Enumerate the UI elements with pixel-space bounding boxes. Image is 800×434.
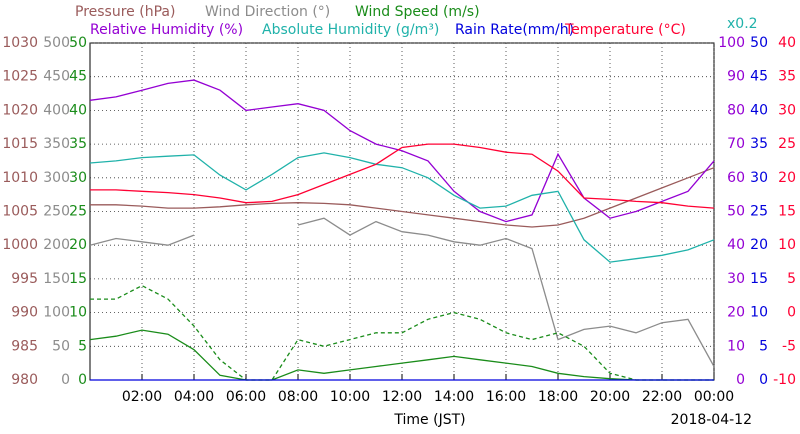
y-tick-label: 1010 <box>2 170 38 186</box>
y-tick-label: 450 <box>43 69 70 85</box>
legend-label: Temperature (°C) <box>564 22 686 38</box>
x-tick-label: 00:00 <box>694 389 734 405</box>
series-line <box>90 143 715 209</box>
date-label: 2018-04-12 <box>671 412 752 428</box>
y-tick-label: 150 <box>43 271 70 287</box>
y-tick-label: 20 <box>778 170 796 186</box>
y-tick-label: 1015 <box>2 136 38 152</box>
y-tick-label: 60 <box>727 170 745 186</box>
y-tick-label: 30 <box>778 102 796 118</box>
y-tick-label: 40 <box>727 237 745 253</box>
y-tick-label: 1000 <box>2 237 38 253</box>
x-tick-label: 06:00 <box>226 389 266 405</box>
series-line <box>89 79 715 223</box>
y-tick-label: 5 <box>78 338 87 354</box>
y-tick-label: 10 <box>727 338 745 354</box>
legend-label: Wind Direction (°) <box>205 4 330 20</box>
y-tick-label: 250 <box>43 204 70 220</box>
y-tick-label: 0 <box>736 372 745 388</box>
x-tick-label: 02:00 <box>122 389 162 405</box>
y-tick-label: 1030 <box>2 35 38 51</box>
y-tick-label: 15 <box>69 271 87 287</box>
y-tick-label: 20 <box>727 305 745 321</box>
y-tick-label: 1005 <box>2 204 38 220</box>
y-tick-label: 35 <box>778 69 796 85</box>
legend-label: Relative Humidity (%) <box>90 22 243 38</box>
x-axis-label: Time (JST) <box>393 412 465 428</box>
y-tick-label: 45 <box>750 69 768 85</box>
y-tick-label: 10 <box>750 305 768 321</box>
x-tick-label: 10:00 <box>330 389 370 405</box>
y-tick-label: 0 <box>78 372 87 388</box>
y-tick-label: 20 <box>750 237 768 253</box>
y-tick-label: 50 <box>69 35 87 51</box>
y-tick-label: 0 <box>787 305 796 321</box>
y-tick-label: 40 <box>750 102 768 118</box>
y-tick-label: 40 <box>778 35 796 51</box>
y-tick-label: 0 <box>61 372 70 388</box>
series-line <box>89 217 715 367</box>
y-tick-label: 980 <box>11 372 38 388</box>
x-tick-label: 14:00 <box>434 389 474 405</box>
y-tick-label: 35 <box>750 136 768 152</box>
y-tick-label: 25 <box>69 204 87 220</box>
legend-label: Rain Rate(mm/h) <box>455 22 574 38</box>
y-tick-label: 40 <box>69 102 87 118</box>
series-line <box>89 152 715 263</box>
x-tick-label: 16:00 <box>486 389 526 405</box>
y-tick-label: 20 <box>69 237 87 253</box>
legend-label: Pressure (hPa) <box>75 4 175 20</box>
y-tick-label: 90 <box>727 69 745 85</box>
y-tick-label: 10 <box>778 237 796 253</box>
scale-label: x0.2 <box>727 16 758 32</box>
y-tick-label: 70 <box>727 136 745 152</box>
y-tick-label: 5 <box>759 338 768 354</box>
x-tick-label: 18:00 <box>538 389 578 405</box>
y-tick-label: 50 <box>727 204 745 220</box>
y-tick-label: 15 <box>778 204 796 220</box>
y-tick-label: 985 <box>11 338 38 354</box>
y-tick-label: 995 <box>11 271 38 287</box>
y-tick-label: 100 <box>718 35 745 51</box>
y-tick-label: 1020 <box>2 102 38 118</box>
y-tick-label: 200 <box>43 237 70 253</box>
y-tick-label: 30 <box>69 170 87 186</box>
y-tick-label: 35 <box>69 136 87 152</box>
y-tick-label: 990 <box>11 305 38 321</box>
series-line <box>90 284 714 381</box>
y-tick-label: 10 <box>69 305 87 321</box>
y-tick-label: -10 <box>773 372 796 388</box>
x-tick-label: 20:00 <box>590 389 630 405</box>
x-tick-label: 12:00 <box>382 389 422 405</box>
y-tick-label: 25 <box>778 136 796 152</box>
y-tick-label: 500 <box>43 35 70 51</box>
y-tick-label: 400 <box>43 102 70 118</box>
y-tick-label: 0 <box>759 372 768 388</box>
series-line <box>89 329 714 381</box>
y-tick-label: 50 <box>750 35 768 51</box>
x-tick-label: 22:00 <box>642 389 682 405</box>
y-tick-label: 5 <box>787 271 796 287</box>
y-tick-label: 300 <box>43 170 70 186</box>
y-tick-label: 350 <box>43 136 70 152</box>
y-tick-label: 45 <box>69 69 87 85</box>
y-tick-label: 80 <box>727 102 745 118</box>
legend-label: Wind Speed (m/s) <box>355 4 480 20</box>
y-tick-label: 15 <box>750 271 768 287</box>
y-tick-label: -5 <box>782 338 796 354</box>
y-tick-label: 1025 <box>2 69 38 85</box>
x-tick-label: 08:00 <box>278 389 318 405</box>
y-tick-label: 30 <box>750 170 768 186</box>
y-tick-label: 100 <box>43 305 70 321</box>
x-tick-label: 04:00 <box>174 389 214 405</box>
legend-label: Absolute Humidity (g/m³) <box>262 22 439 38</box>
y-tick-label: 30 <box>727 271 745 287</box>
series-line <box>90 167 715 228</box>
y-tick-label: 25 <box>750 204 768 220</box>
y-tick-label: 50 <box>52 338 70 354</box>
